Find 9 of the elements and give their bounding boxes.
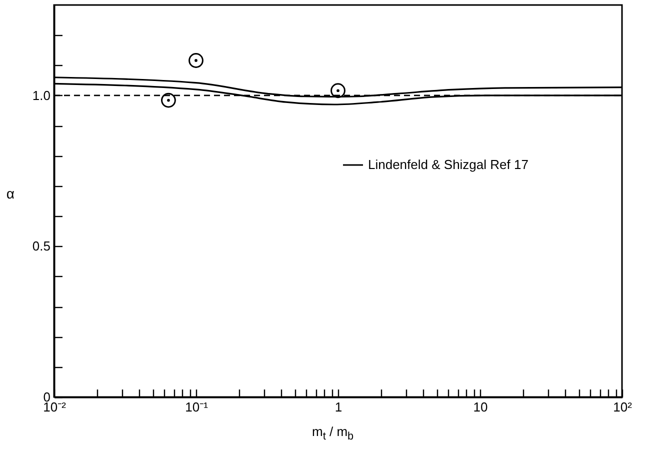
x-axis-title: m$_{t}$ / m$_{b}$: [312, 424, 354, 443]
x-tick-label: 10²: [613, 400, 633, 414]
legend-label: Lindenfeld & Shizgal Ref 17: [368, 156, 528, 172]
x-tick-label: 1: [334, 400, 342, 414]
y-axis-title: α: [6, 186, 14, 202]
y-tick-label: 0.5: [32, 238, 50, 254]
x-tick-label: 10: [473, 400, 488, 414]
y-tick-label: 1.0: [32, 88, 50, 103]
x-tick-label: 10⁻¹: [185, 400, 209, 414]
